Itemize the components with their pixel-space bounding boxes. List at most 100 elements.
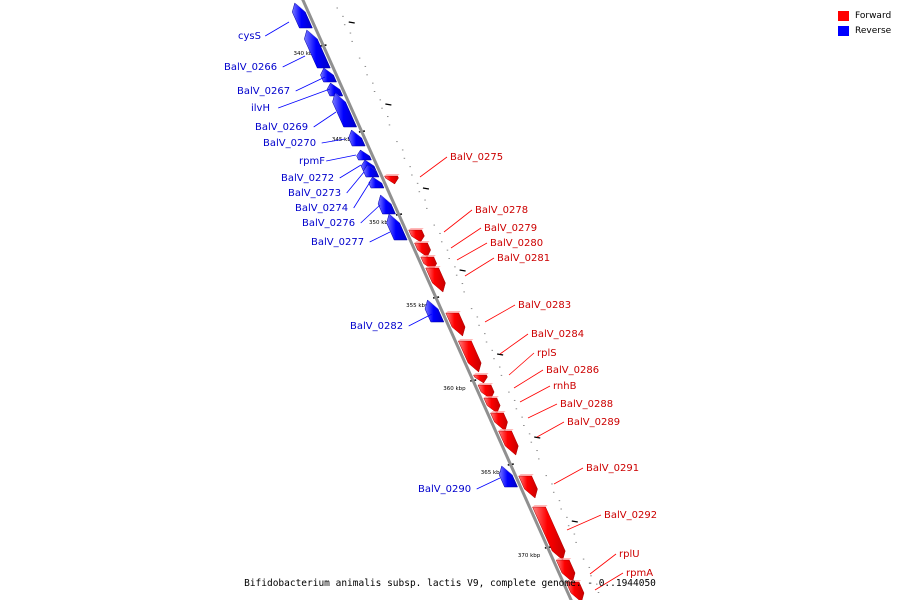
- gene-balv-0283: [445, 311, 466, 337]
- gene-label: BalV_0282: [350, 321, 403, 332]
- gene-label: BalV_0269: [255, 122, 308, 133]
- gene-balv-0279: [414, 241, 431, 258]
- gene-balv-0274: [368, 176, 385, 189]
- gene-rpls: [473, 373, 489, 384]
- gene-balv-0273: [363, 164, 380, 178]
- leader-line: [519, 385, 551, 403]
- leader-line: [264, 21, 290, 37]
- gene-balv-0289: [498, 429, 519, 456]
- legend-label-forward: Forward: [855, 10, 892, 21]
- leader-line: [566, 514, 602, 531]
- leader-line: [360, 204, 381, 224]
- reverse-swatch: [838, 25, 849, 36]
- legend-label-reverse: Reverse: [855, 25, 892, 36]
- gene-label: rpmA: [626, 568, 653, 579]
- gene-rnhb: [483, 396, 501, 414]
- gene-balv-0286: [477, 383, 495, 400]
- gene-rpmf: [356, 149, 372, 161]
- gene-label: BalV_0284: [531, 329, 584, 340]
- gene-balv-0277: [386, 213, 408, 241]
- leader-line: [295, 76, 326, 92]
- gene-label: BalV_0276: [302, 218, 355, 229]
- leader-line: [594, 572, 624, 591]
- gene-balv-0291: [518, 474, 538, 499]
- scale-label: 370 kbp: [518, 553, 541, 559]
- leader-line: [419, 156, 448, 178]
- gene-label: BalV_0277: [311, 237, 364, 248]
- leader-line: [369, 231, 391, 243]
- legend-item-reverse: Reverse: [838, 23, 891, 38]
- leader-line: [313, 111, 337, 128]
- gene-label: BalV_0283: [518, 300, 571, 311]
- forward-swatch: [838, 10, 849, 21]
- gene-label: BalV_0275: [450, 152, 503, 163]
- gene-label: BalV_0270: [263, 138, 316, 149]
- gene-label: BalV_0266: [224, 62, 277, 73]
- gene-cyss: [291, 2, 313, 29]
- leader-line: [321, 138, 346, 144]
- gene-label: BalV_0267: [237, 86, 290, 97]
- legend: Forward Reverse: [838, 8, 891, 38]
- leader-line: [456, 242, 488, 261]
- gene-label: cysS: [238, 31, 261, 42]
- gene-label: BalV_0273: [288, 188, 341, 199]
- legend-item-forward: Forward: [838, 8, 891, 23]
- gene-label: BalV_0291: [586, 463, 639, 474]
- gene-label: BalV_0288: [560, 399, 613, 410]
- gene-rpma: [565, 580, 585, 600]
- gene-balv-0270: [348, 129, 366, 147]
- scale-label: 365 kbp: [481, 470, 504, 476]
- leader-line: [346, 171, 365, 194]
- leader-line: [536, 421, 565, 438]
- gene-rplu: [555, 558, 576, 583]
- gene-label: BalV_0290: [418, 484, 471, 495]
- gene-label: BalV_0279: [484, 223, 537, 234]
- gene-balv-0288: [490, 411, 508, 432]
- leader-line: [450, 227, 482, 249]
- gene-label: BalV_0286: [546, 365, 599, 376]
- gene-label: BalV_0272: [281, 173, 334, 184]
- gene-label: BalV_0289: [567, 417, 620, 428]
- gene-balv-0292: [532, 505, 566, 561]
- scale-ticks: 340 kbp 345 kbp 350 kbp 355 kbp 360 kbp 365 k…: [293, 7, 600, 593]
- leader-line: [476, 477, 501, 490]
- leader-line: [527, 403, 558, 419]
- scale-label: 360 kbp: [443, 386, 466, 392]
- leader-line: [508, 352, 535, 376]
- leader-line: [553, 467, 584, 485]
- leader-line: [443, 209, 473, 233]
- gene-label: BalV_0274: [295, 203, 348, 214]
- leader-line: [484, 304, 516, 323]
- leader-line: [353, 181, 371, 209]
- leader-line: [278, 88, 331, 109]
- gene-label: ilvH: [251, 103, 270, 114]
- scale-label: 355 kbp: [406, 303, 429, 309]
- gene-balv-0290: [498, 465, 518, 488]
- scale-label: 345 kbp: [332, 137, 355, 143]
- leader-line: [499, 333, 529, 355]
- gene-balv-0275: [384, 174, 400, 185]
- gene-labels: cysS BalV_0266 BalV_0267 ilvH BalV_0269 BalV_…: [224, 21, 657, 591]
- leader-line: [464, 257, 495, 277]
- gene-balv-0278: [408, 228, 425, 243]
- gene-label: rnhB: [553, 381, 577, 392]
- leader-line: [282, 55, 306, 68]
- gene-label: rplU: [619, 549, 640, 560]
- gene-label: rplS: [537, 348, 557, 359]
- gene-label: rpmF: [299, 156, 325, 167]
- leader-line: [408, 313, 433, 327]
- gene-label: BalV_0278: [475, 205, 528, 216]
- gene-balv-0267: [320, 67, 337, 83]
- genome-backbone: [301, 0, 573, 600]
- gene-balv-0284: [457, 339, 482, 373]
- map-caption: Bifidobacterium animalis subsp. lactis V…: [244, 578, 656, 589]
- leader-line: [589, 553, 617, 575]
- scale-label: 350 kbp: [369, 220, 392, 226]
- gene-features: [291, 2, 585, 600]
- leader-line: [513, 369, 544, 389]
- leader-line: [326, 154, 357, 162]
- gene-label: BalV_0281: [497, 253, 550, 264]
- gene-label: BalV_0292: [604, 510, 657, 521]
- gene-balv-0281: [425, 266, 446, 293]
